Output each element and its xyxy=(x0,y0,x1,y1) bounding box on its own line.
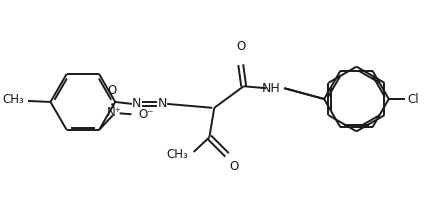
Text: O: O xyxy=(229,160,238,173)
Text: Cl: Cl xyxy=(408,92,419,106)
Text: N: N xyxy=(132,97,141,110)
Text: O: O xyxy=(236,40,246,53)
Text: N⁺: N⁺ xyxy=(108,106,122,119)
Text: NH: NH xyxy=(262,82,280,95)
Text: O: O xyxy=(107,84,117,97)
Text: CH₃: CH₃ xyxy=(166,148,188,161)
Text: CH₃: CH₃ xyxy=(2,93,24,107)
Text: O⁻: O⁻ xyxy=(138,108,154,121)
Text: N: N xyxy=(158,97,167,110)
